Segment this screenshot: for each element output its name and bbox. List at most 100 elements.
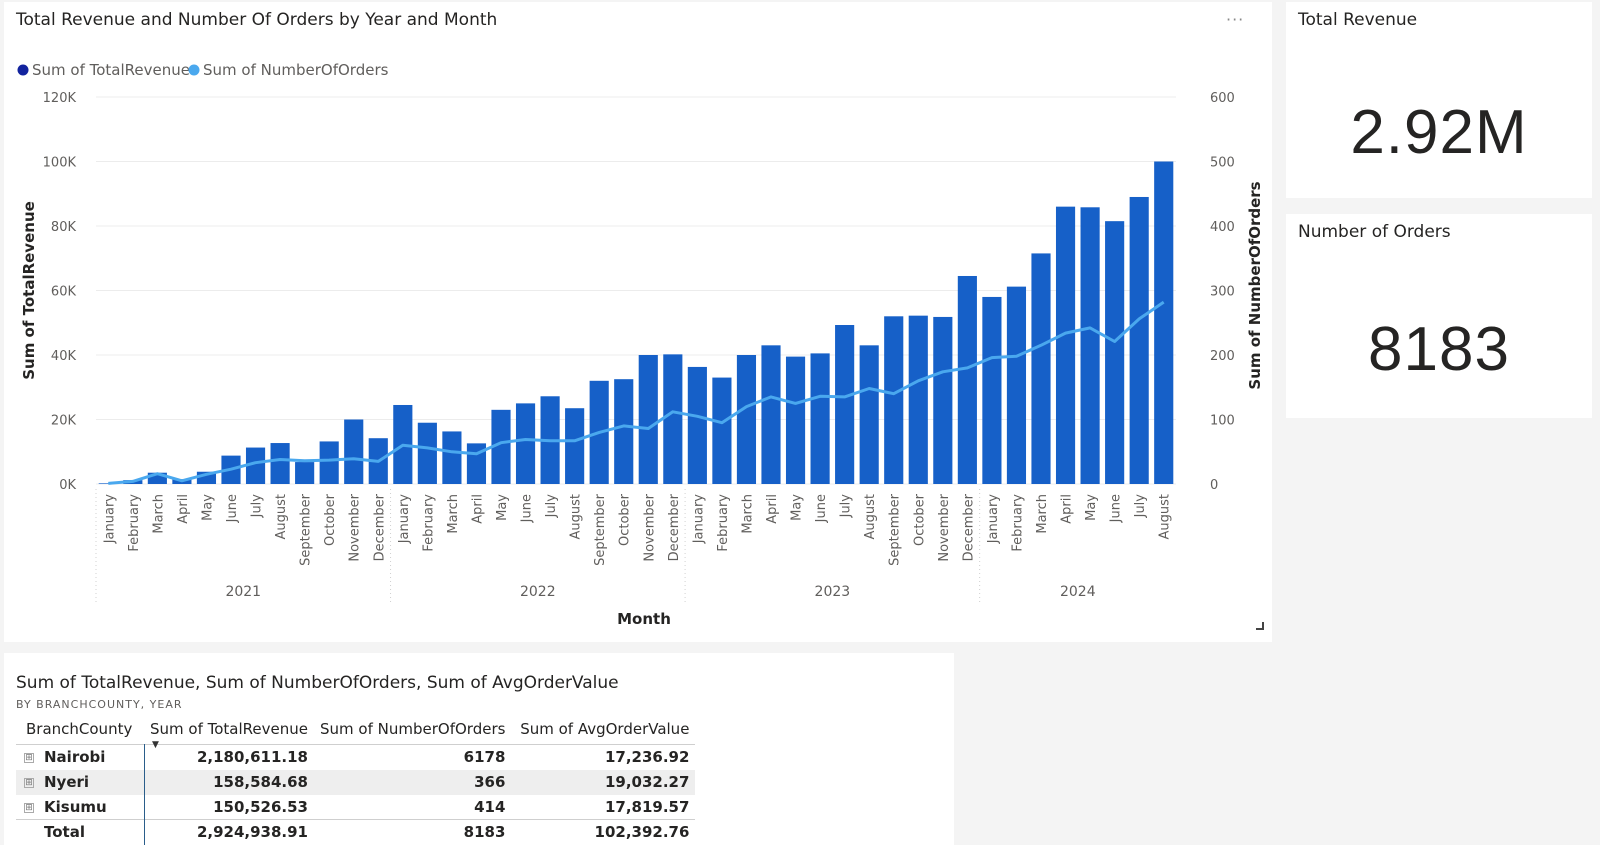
combo-chart: Sum of TotalRevenue Sum of NumberOfOrders… <box>17 61 1264 628</box>
x-tick-label: May <box>1084 494 1099 521</box>
bar <box>147 472 167 484</box>
y2-tick-label: 200 <box>1210 349 1235 364</box>
x-tick-label: January <box>691 494 706 545</box>
orders-cell: 366 <box>314 769 512 795</box>
revenue-cell: 2,180,611.18 <box>196 748 308 767</box>
x-tick-label: July <box>250 494 265 519</box>
bar <box>908 315 928 484</box>
table-row[interactable]: ⊞ Kisumu 150,526.53 414 17,819.57 <box>16 794 695 820</box>
x-tick-label: September <box>299 493 314 566</box>
avg-cell: 17,236.92 <box>604 748 690 767</box>
y-axis-title: Sum of TotalRevenue <box>20 201 38 380</box>
county-name: Nyeri <box>44 773 90 791</box>
bar <box>515 403 536 484</box>
x-tick-label: November <box>348 493 363 561</box>
column-header-branchcounty[interactable]: BranchCounty <box>26 720 133 738</box>
x-tick-label: October <box>912 493 927 546</box>
y-tick-label: 40K <box>51 349 77 364</box>
x-tick-label: June <box>814 494 829 523</box>
chart-visual[interactable]: Total Revenue and Number Of Orders by Ye… <box>4 2 1272 642</box>
expand-icon[interactable]: ⊞ <box>24 778 34 788</box>
expand-icon[interactable]: ⊞ <box>24 753 34 764</box>
bar <box>1006 286 1027 484</box>
y-tick-label: 100K <box>43 156 77 171</box>
bar <box>835 325 855 484</box>
bar <box>1055 206 1076 484</box>
x-tick-label: April <box>1060 494 1075 524</box>
total-row: Total 2,924,938.91 8183 102,392.76 <box>16 819 696 845</box>
bar <box>884 316 904 484</box>
x-tick-label: January <box>986 494 1001 545</box>
avg-cell: 17,819.57 <box>604 797 690 816</box>
year-label: 2023 <box>815 584 851 600</box>
y-tick-label: 20K <box>51 414 77 429</box>
x-tick-label: August <box>1158 494 1173 540</box>
bar <box>933 316 953 484</box>
x-tick-label: March <box>446 494 461 534</box>
matrix-table: BranchCounty Sum of TotalRevenue ▼ Sum o… <box>16 716 696 845</box>
x-tick-label: October <box>323 493 338 546</box>
bar <box>810 353 830 484</box>
x-tick-label: April <box>176 494 191 524</box>
revenue-cell: 150,526.53 <box>213 797 308 816</box>
bar <box>1105 221 1125 484</box>
table-row[interactable]: ⊞ Nairobi 2,180,611.18 6178 17,236.92 <box>16 744 695 770</box>
x-tick-label: June <box>520 494 535 523</box>
x-tick-label: July <box>1133 494 1148 519</box>
kpi-value: 2.92M <box>1350 98 1528 167</box>
column-header-avg[interactable]: Sum of AvgOrderValue <box>520 720 690 738</box>
y2-tick-label: 300 <box>1210 285 1235 300</box>
total-revenue-cell: 2,924,938.91 <box>144 819 314 845</box>
x-tick-label: April <box>765 494 780 524</box>
year-label: 2022 <box>520 584 556 600</box>
bar <box>1080 207 1100 485</box>
column-header-orders[interactable]: Sum of NumberOfOrders <box>320 720 506 738</box>
bar <box>638 355 658 484</box>
more-options-icon[interactable]: ··· <box>1226 10 1245 29</box>
x-tick-label: February <box>716 494 731 552</box>
number-of-orders-card[interactable]: Number of Orders 8183 <box>1286 214 1592 418</box>
x-tick-label: October <box>618 493 633 546</box>
y-tick-label: 80K <box>51 220 77 235</box>
x-tick-label: March <box>741 494 756 534</box>
legend-label-revenue: Sum of TotalRevenue <box>32 61 190 79</box>
bar <box>442 431 462 484</box>
resize-handle-icon[interactable] <box>1256 622 1264 630</box>
county-name: Kisumu <box>44 797 107 816</box>
column-header-revenue[interactable]: Sum of TotalRevenue ▼ <box>144 716 314 750</box>
legend-label-orders: Sum of NumberOfOrders <box>203 61 389 79</box>
x-tick-label: November <box>937 493 952 561</box>
table-title: Sum of TotalRevenue, Sum of NumberOfOrde… <box>16 673 619 693</box>
x-tick-label: February <box>127 494 142 552</box>
x-tick-label: September <box>593 493 608 566</box>
x-tick-label: September <box>888 493 903 566</box>
total-revenue-card[interactable]: Total Revenue 2.92M <box>1286 2 1592 198</box>
table-row[interactable]: ⊞ Nyeri 158,584.68 366 19,032.27 <box>16 769 696 795</box>
sort-descending-icon[interactable]: ▼ <box>152 740 159 750</box>
x-tick-label: June <box>225 494 240 523</box>
year-label: 2021 <box>225 584 261 600</box>
y-tick-label: 0K <box>59 478 76 493</box>
bar <box>687 366 707 484</box>
kpi-value: 8183 <box>1368 315 1510 384</box>
bar <box>491 409 511 484</box>
bar <box>319 441 339 484</box>
matrix-visual[interactable]: Sum of TotalRevenue, Sum of NumberOfOrde… <box>4 653 954 845</box>
x-tick-label: August <box>274 494 289 540</box>
bar <box>98 483 118 484</box>
x-tick-label: January <box>397 494 412 545</box>
bar <box>663 354 683 484</box>
orders-line <box>108 300 1165 485</box>
y-tick-label: 60K <box>51 285 77 300</box>
bar <box>712 377 732 484</box>
y2-axis-title: Sum of NumberOfOrders <box>1246 181 1264 389</box>
bar <box>245 447 266 484</box>
total-avg-cell: 102,392.76 <box>511 819 696 845</box>
total-orders-cell: 8183 <box>314 819 512 845</box>
expand-icon[interactable]: ⊞ <box>24 802 34 813</box>
y-tick-label: 120K <box>43 91 77 106</box>
table-subtitle: BY BRANCHCOUNTY, YEAR <box>16 698 183 711</box>
county-name: Nairobi <box>44 748 106 767</box>
x-tick-label: December <box>961 493 976 561</box>
x-tick-label: May <box>201 494 216 521</box>
